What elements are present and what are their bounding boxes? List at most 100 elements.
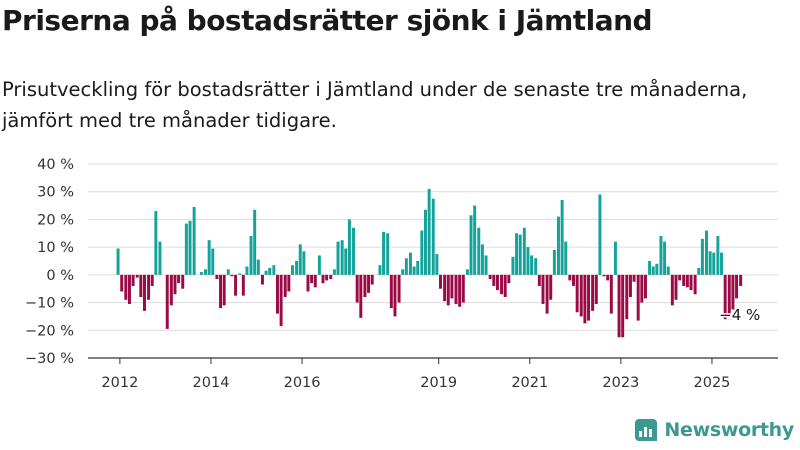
bar: [522, 227, 526, 275]
x-tick-label: 2025: [694, 375, 731, 391]
bar: [382, 231, 386, 275]
bar: [530, 255, 534, 275]
bar: [143, 274, 146, 311]
x-tick-label: 2019: [420, 375, 457, 391]
bar: [568, 274, 572, 281]
bar: [602, 274, 606, 277]
bar: [427, 188, 431, 275]
bar: [579, 274, 583, 317]
bar: [477, 227, 481, 275]
bar: [188, 220, 192, 275]
y-tick-label: −20 %: [25, 323, 74, 339]
bar: [689, 274, 693, 291]
bar: [272, 265, 276, 275]
bar: [716, 236, 720, 275]
bar: [682, 274, 686, 286]
bar: [500, 274, 504, 295]
bar: [158, 241, 162, 275]
bar: [643, 274, 647, 299]
bar: [298, 244, 302, 275]
bar: [325, 274, 329, 281]
bar: [321, 274, 325, 284]
bar: [127, 274, 131, 304]
bar: [408, 252, 412, 275]
bar: [651, 266, 655, 275]
bar: [367, 274, 371, 293]
bar: [287, 274, 291, 292]
bar: [515, 233, 519, 275]
bar: [313, 274, 317, 288]
x-tick-label: 2014: [193, 375, 230, 391]
bar: [575, 274, 579, 313]
bar: [606, 274, 610, 281]
bar: [181, 274, 185, 289]
bar: [268, 267, 272, 275]
bar: [173, 274, 177, 295]
bar: [215, 274, 219, 280]
bar: [416, 261, 420, 275]
bar: [393, 274, 397, 317]
bar: [655, 263, 659, 275]
bar: [211, 248, 215, 275]
bar: [169, 274, 173, 306]
bar: [557, 216, 560, 275]
bar: [165, 274, 169, 329]
bar: [344, 248, 348, 275]
bar: [317, 255, 321, 275]
bar: [609, 274, 613, 314]
bar: [458, 274, 462, 307]
x-tick-label: 2021: [511, 375, 548, 391]
bar: [275, 274, 279, 314]
bar: [469, 215, 473, 275]
bar: [731, 274, 735, 310]
bar: [260, 274, 264, 285]
bar: [450, 274, 454, 299]
y-axis-labels: −30 % −20 % −10 % 0 % 10 % 20 % 30 % 40 %: [25, 157, 74, 367]
bar: [659, 236, 663, 275]
bar: [583, 274, 587, 324]
bar: [693, 274, 697, 295]
chart-subtitle: Prisutveckling för bostadsrätter i Jämtl…: [2, 78, 748, 132]
x-tick-label: 2023: [602, 375, 639, 391]
bar: [674, 274, 678, 300]
bar: [613, 241, 617, 275]
bar: [241, 274, 245, 296]
bar: [431, 198, 435, 275]
bar: [253, 209, 257, 275]
bar: [404, 258, 408, 275]
chart-title: Priserna på bostadsrätter sjönk i Jämtla…: [2, 4, 653, 37]
bar: [401, 269, 405, 275]
bar: [124, 274, 128, 300]
bar: [560, 200, 564, 275]
bar: [283, 274, 287, 298]
bar: [503, 274, 507, 298]
bar: [306, 274, 310, 292]
bar: [147, 274, 151, 300]
bar: [625, 274, 629, 320]
bar: [564, 241, 568, 275]
bar: [598, 194, 602, 275]
bar: [507, 274, 511, 284]
newsworthy-logo-icon: [635, 419, 658, 441]
bar: [712, 252, 716, 275]
bar: [700, 238, 704, 275]
bar: [234, 274, 238, 296]
bar: [480, 244, 484, 275]
bar: [177, 274, 181, 284]
bar: [617, 274, 621, 338]
bar: [295, 261, 299, 275]
bar: [264, 270, 268, 275]
bar: [329, 274, 333, 280]
bar: [492, 274, 496, 286]
bar: [666, 266, 670, 275]
bar: [534, 258, 538, 275]
bar: [131, 274, 135, 286]
bar: [352, 227, 355, 275]
bar: [636, 274, 640, 321]
bar: [336, 241, 340, 275]
annotation-label: −4 %: [719, 306, 760, 324]
bar: [332, 269, 336, 275]
bar: [256, 259, 260, 275]
bar: [291, 265, 294, 275]
